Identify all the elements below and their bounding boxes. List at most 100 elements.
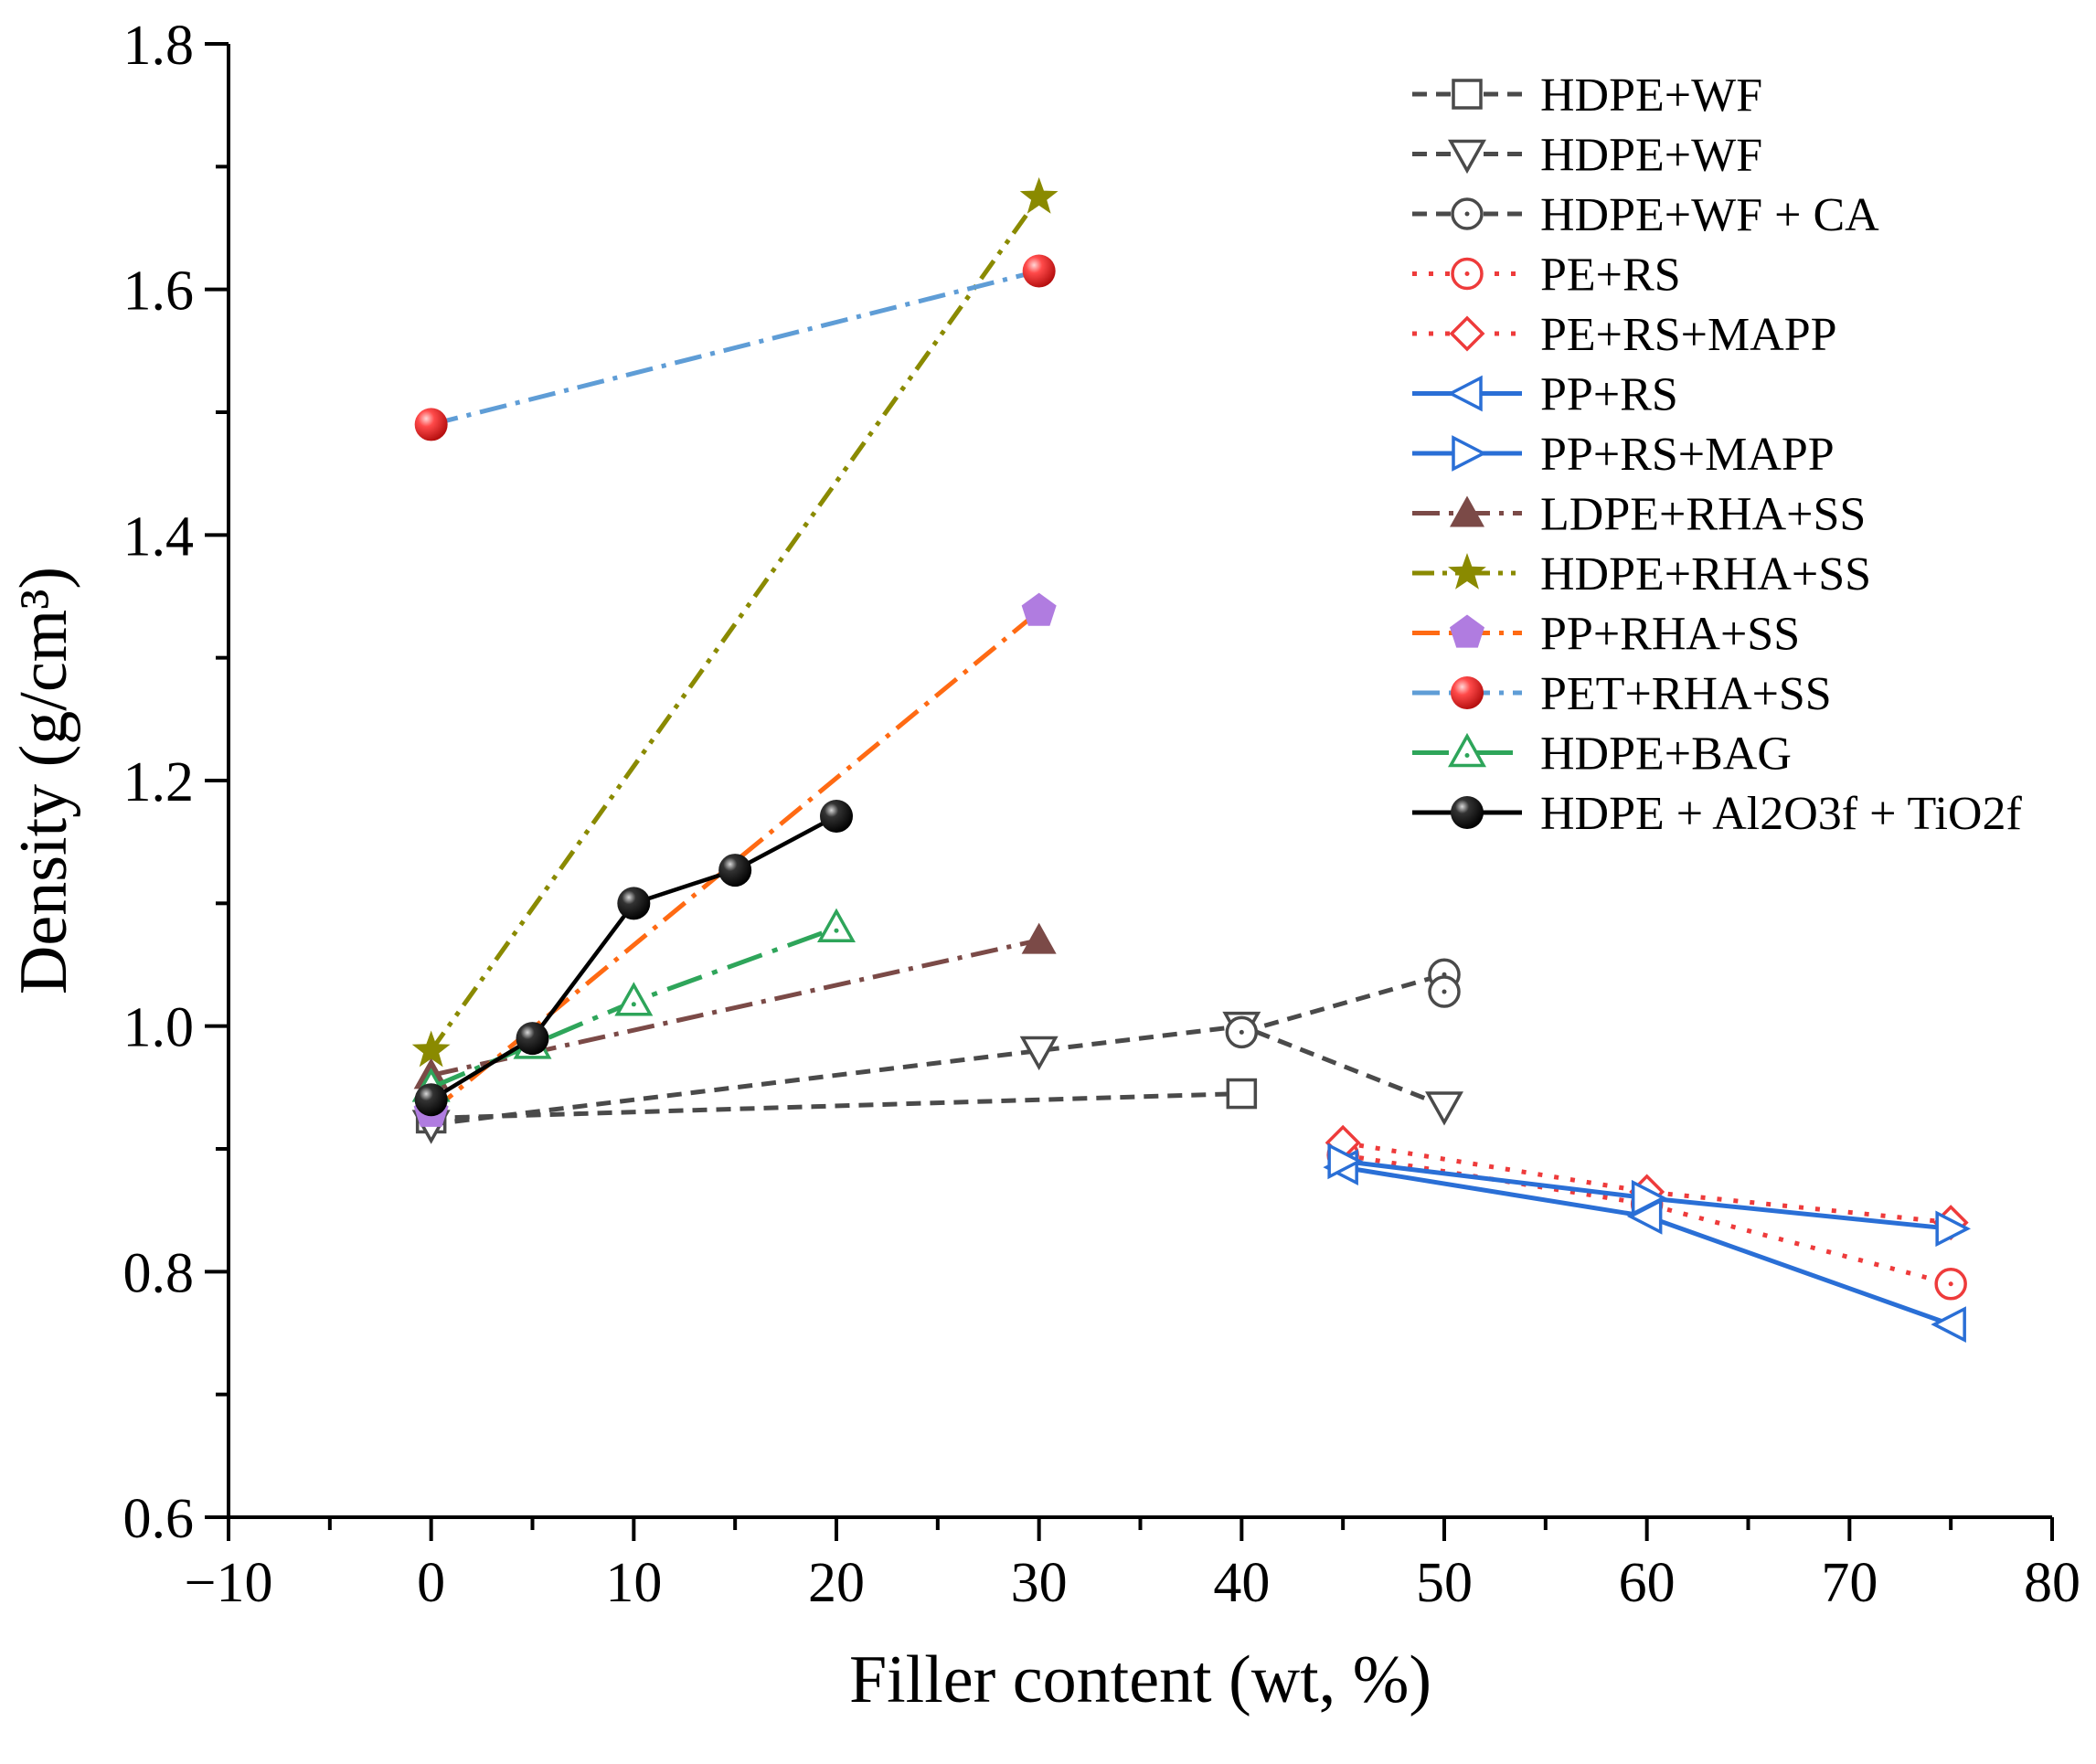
x-tick-label: 0: [417, 1552, 445, 1614]
data-point: [1226, 1078, 1258, 1110]
legend-label: PP+RS+MAPP: [1540, 429, 1835, 481]
data-point-dot: [834, 928, 839, 933]
y-axis-title: Density (g/cm³): [6, 567, 81, 994]
series-line: [431, 269, 1040, 427]
series-10: [414, 254, 1056, 441]
series-1: [411, 1011, 1463, 1144]
legend-item: HDPE+RHA+SS: [1412, 548, 1871, 600]
data-point-dot: [631, 1002, 636, 1007]
data-point: [414, 1083, 448, 1117]
data-point: [411, 1030, 451, 1068]
y-tick-label: 1.0: [123, 997, 195, 1059]
legend-item: PP+RS+MAPP: [1412, 429, 1835, 481]
data-point: [817, 908, 856, 942]
legend-label: HDPE+WF: [1540, 130, 1762, 182]
legend-item: PP+RHA+SS: [1412, 609, 1800, 661]
legend-marker: [1451, 796, 1484, 829]
legend-marker: [1450, 495, 1484, 527]
series-line: [429, 196, 1041, 1052]
data-point: [1022, 254, 1056, 288]
legend-marker: [1447, 375, 1483, 412]
y-tick-label: 0.6: [123, 1488, 195, 1550]
legend-item: PE+RS: [1412, 250, 1681, 302]
x-axis-title: Filler content (wt, %): [849, 1642, 1431, 1717]
data-point: [1019, 176, 1059, 214]
series-line: [430, 813, 838, 1102]
y-tick-label: 1.6: [123, 260, 195, 323]
y-tick-label: 1.8: [123, 15, 195, 77]
legend-item: HDPE+WF: [1412, 69, 1762, 122]
legend-item: PE+RS+MAPP: [1412, 309, 1837, 361]
legend-label: PP+RHA+SS: [1540, 609, 1800, 661]
legend-marker: [1449, 614, 1485, 648]
series-7: [413, 922, 1057, 1089]
y-tick-label: 0.8: [123, 1242, 195, 1304]
axes: −10 0 10 20 30 40 50 60 70 80 0.6 0.8 1.0 1.2 1.4 1.6 1.…: [6, 15, 2080, 1717]
legend-label: PE+RS: [1540, 250, 1681, 302]
data-point-dot: [1442, 989, 1447, 994]
data-point: [718, 854, 752, 887]
x-tick-label: −10: [185, 1552, 273, 1614]
data-point: [1631, 1179, 1667, 1217]
series-0: [415, 1078, 1258, 1134]
legend-item: PET+RHA+SS: [1412, 668, 1832, 720]
series-line: [430, 925, 837, 1090]
legend-label: HDPE + Al2O3f + TiO2f: [1540, 788, 2022, 840]
legend-label: HDPE+BAG: [1540, 728, 1792, 781]
series-line: [1240, 972, 1447, 1035]
x-tick-label: 40: [1213, 1552, 1270, 1614]
legend-item: PP+RS: [1412, 369, 1678, 421]
data-point: [1327, 1142, 1363, 1180]
x-tick-label: 50: [1416, 1552, 1473, 1614]
series-line: [1342, 1140, 1952, 1226]
legend-label: HDPE+WF + CA: [1540, 189, 1879, 241]
series-line: [431, 1091, 1242, 1121]
axis-frame: [227, 44, 2052, 1519]
legend-label: PE+RS+MAPP: [1540, 309, 1837, 361]
legend: HDPE+WF HDPE+WF HDPE+WF + CA PE+RS PE+RS+MAP…: [1412, 69, 2022, 840]
series-2: [1225, 958, 1461, 1049]
legend-marker: [1451, 676, 1484, 709]
legend-item: LDPE+RHA+SS: [1412, 489, 1866, 541]
legend-item: HDPE + Al2O3f + TiO2f: [1412, 788, 2022, 840]
data-point: [1931, 1306, 1966, 1343]
legend-marker: [1448, 553, 1486, 590]
data-point: [820, 799, 853, 833]
data-point: [614, 982, 654, 1016]
x-tick-label: 60: [1619, 1552, 1676, 1614]
legend-item: HDPE+BAG: [1412, 728, 1792, 781]
series-6: [1327, 1142, 1971, 1248]
data-point: [1019, 1036, 1059, 1071]
plot-area: [411, 176, 1971, 1343]
x-tick-label: 80: [2024, 1552, 2080, 1614]
legend-label: LDPE+RHA+SS: [1540, 489, 1866, 541]
y-tick-label: 1.2: [123, 751, 195, 813]
legend-label: HDPE+RHA+SS: [1540, 548, 1871, 600]
x-tick-label: 20: [808, 1552, 865, 1614]
legend-marker: [1448, 139, 1486, 175]
legend-label: PET+RHA+SS: [1540, 668, 1832, 720]
x-tick-label: 10: [605, 1552, 662, 1614]
data-point: [1021, 922, 1057, 954]
data-point: [1021, 592, 1057, 626]
x-tick-label: 30: [1011, 1552, 1068, 1614]
legend-marker-dot: [1464, 211, 1470, 217]
legend-item: HDPE+WF: [1412, 130, 1762, 182]
legend-marker: [1452, 435, 1487, 472]
data-point: [1425, 1091, 1463, 1126]
legend-marker-dot: [1464, 271, 1470, 276]
series-12: [414, 799, 853, 1117]
data-point: [414, 408, 448, 441]
legend-marker: [1449, 315, 1485, 352]
data-point: [516, 1022, 549, 1056]
legend-item: HDPE+WF + CA: [1412, 189, 1879, 241]
series-8: [411, 176, 1059, 1068]
series-line: [430, 609, 1041, 1114]
legend-label: HDPE+WF: [1540, 69, 1762, 122]
legend-marker: [1452, 79, 1483, 110]
y-tick-label: 1.4: [123, 505, 195, 568]
data-point-dot: [1948, 1281, 1953, 1287]
data-point: [1935, 1210, 1971, 1248]
legend-marker: [1448, 732, 1486, 768]
